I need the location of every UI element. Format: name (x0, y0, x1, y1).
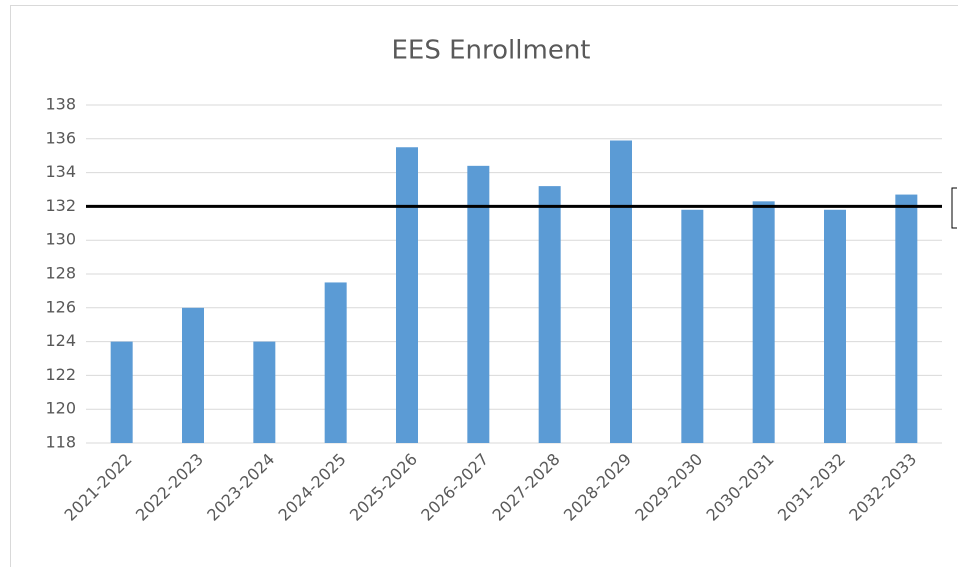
bar (324, 282, 347, 443)
bar (396, 147, 418, 443)
y-tick-label: 126 (45, 297, 76, 316)
x-tick-label: 2032-2033 (845, 450, 920, 525)
bar (752, 201, 775, 443)
bar (110, 341, 133, 443)
x-tick-label: 2026-2027 (417, 450, 492, 525)
y-tick-label: 118 (45, 433, 76, 452)
y-tick-label: 122 (45, 365, 76, 384)
y-tick-label: 124 (45, 331, 76, 350)
x-tick-label: 2027-2028 (489, 450, 564, 525)
bar (538, 186, 561, 443)
x-tick-label: 2025-2026 (346, 450, 421, 525)
bar (824, 209, 846, 443)
x-tick-label: 2021-2022 (61, 450, 136, 525)
x-tick-label: 2029-2030 (631, 450, 706, 525)
y-tick-label: 138 (45, 95, 76, 114)
bar (467, 165, 490, 443)
y-tick-label: 132 (45, 196, 76, 215)
chart-frame (10, 5, 958, 567)
x-tick-label: 2031-2032 (774, 450, 849, 525)
cut-off-box (951, 187, 957, 229)
y-tick-label: 136 (45, 128, 76, 147)
x-tick-label: 2028-2029 (560, 450, 635, 525)
x-tick-label: 2024-2025 (275, 450, 350, 525)
chart-title: EES Enrollment (392, 36, 591, 66)
bar (895, 194, 918, 443)
bar (681, 209, 704, 443)
y-tick-label: 130 (45, 230, 76, 249)
y-tick-label: 120 (45, 399, 76, 418)
x-tick-label: 2023-2024 (203, 450, 278, 525)
x-tick-label: 2030-2031 (703, 450, 778, 525)
x-tick-label: 2022-2023 (132, 450, 207, 525)
y-tick-label: 128 (45, 264, 76, 283)
bar (253, 341, 276, 443)
bar (610, 140, 632, 444)
bar (182, 307, 204, 443)
y-tick-label: 134 (45, 162, 76, 181)
